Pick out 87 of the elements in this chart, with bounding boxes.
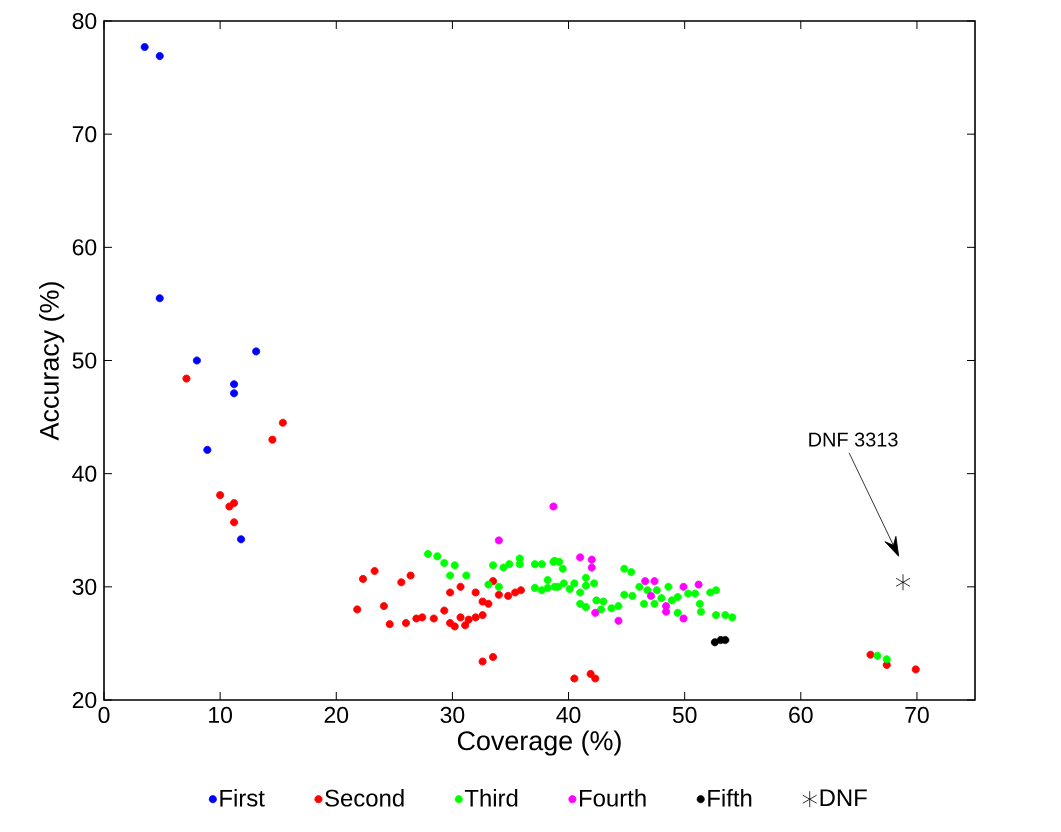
- point: [866, 650, 875, 659]
- point: [576, 553, 585, 562]
- x-tick-label: 40: [556, 706, 581, 724]
- y-tick-label: 60: [72, 239, 97, 256]
- point: [456, 582, 465, 591]
- point: [650, 577, 659, 586]
- point: [646, 591, 655, 600]
- point: [591, 608, 600, 617]
- point: [471, 613, 480, 622]
- x-tick-label: 50: [672, 706, 697, 724]
- point: [203, 445, 212, 454]
- point: [591, 674, 600, 683]
- legend-label: Third: [464, 789, 518, 807]
- annotation: DNF 3313: [809, 432, 898, 447]
- point: [679, 614, 688, 623]
- point: [450, 622, 459, 631]
- point: [504, 591, 513, 600]
- point: [694, 580, 703, 589]
- point: [397, 578, 406, 587]
- y-tick-label: 80: [72, 12, 97, 30]
- y-tick-label: 40: [72, 465, 97, 482]
- x-tick-label: 0: [98, 706, 110, 724]
- y-tick-label: 70: [72, 126, 97, 143]
- point: [461, 621, 470, 630]
- point: [230, 389, 239, 398]
- point: [478, 611, 487, 620]
- point: [489, 652, 498, 661]
- x-tick-label: 60: [789, 706, 813, 724]
- point: [278, 418, 287, 427]
- point: [484, 599, 493, 608]
- point: [230, 380, 239, 389]
- point: [358, 574, 367, 583]
- point: [662, 607, 671, 616]
- point: [406, 571, 415, 580]
- legend-label: Fifth: [708, 789, 752, 807]
- point: [140, 43, 149, 52]
- point: [418, 613, 427, 622]
- point: [182, 374, 191, 383]
- point: [401, 619, 410, 628]
- legend-label: DNF: [820, 789, 867, 806]
- point: [252, 347, 261, 356]
- point: [385, 620, 394, 629]
- point: [429, 614, 438, 623]
- point: [192, 356, 201, 365]
- point: [679, 582, 688, 591]
- x-tick-label: 10: [209, 706, 232, 724]
- legend-label: First: [220, 789, 265, 807]
- point: [549, 502, 558, 511]
- x-tick-label: 20: [324, 706, 349, 724]
- point: [370, 566, 379, 575]
- point: [230, 499, 239, 508]
- point: [570, 674, 579, 683]
- point: [353, 605, 362, 614]
- point: [155, 294, 164, 303]
- legend-label: Second: [325, 789, 404, 807]
- y-tick-label: 30: [72, 578, 97, 595]
- point: [587, 563, 596, 572]
- point: [440, 606, 449, 615]
- point: [614, 616, 623, 625]
- point: [446, 588, 455, 597]
- x-axis-title: Coverage (%): [457, 730, 621, 756]
- point: [230, 518, 239, 527]
- point: [464, 615, 473, 624]
- point: [268, 435, 277, 444]
- legend-label: Fourth: [579, 789, 646, 807]
- point: [911, 665, 920, 674]
- point: [478, 597, 487, 606]
- point: [641, 577, 650, 586]
- point: [155, 52, 164, 61]
- point: [216, 491, 225, 500]
- point: [379, 602, 388, 611]
- point: [586, 669, 595, 678]
- x-tick-label: 70: [905, 706, 929, 724]
- point: [587, 555, 596, 564]
- point: [516, 586, 525, 595]
- y-tick-label: 20: [72, 691, 97, 709]
- point: [471, 588, 480, 597]
- point: [456, 613, 465, 622]
- point: [478, 657, 487, 666]
- point: [721, 636, 730, 645]
- x-tick-label: 30: [440, 706, 465, 724]
- y-tick-label: 50: [72, 352, 97, 369]
- point: [494, 590, 503, 599]
- y-axis-title: Accuracy (%): [39, 282, 65, 441]
- point: [237, 535, 246, 544]
- point: [494, 536, 503, 545]
- point: [895, 573, 911, 591]
